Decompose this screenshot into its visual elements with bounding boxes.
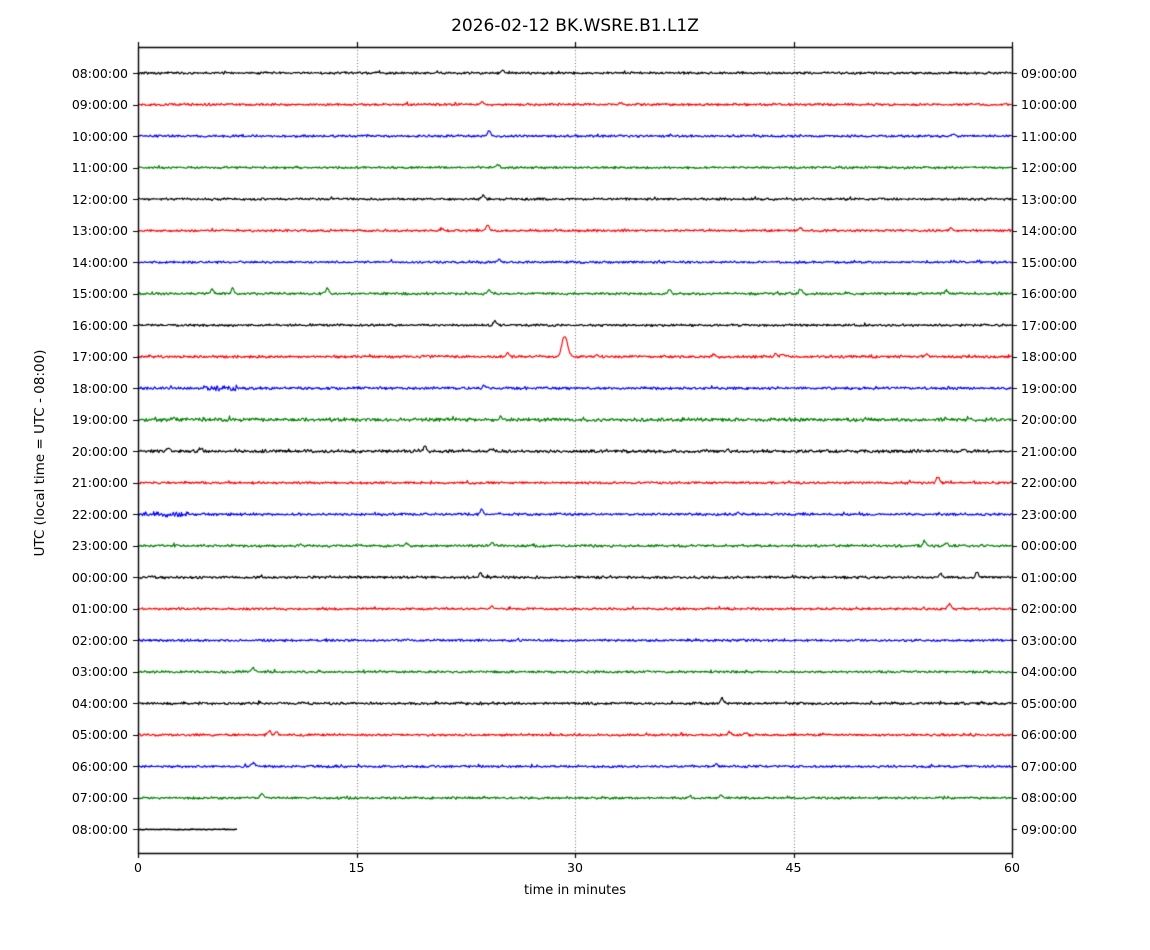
left-tick-label: 09:00:00: [71, 97, 128, 113]
left-tick-label: 02:00:00: [71, 632, 128, 648]
right-tick-label: 00:00:00: [1021, 538, 1078, 554]
x-axis-label: time in minutes: [523, 883, 627, 898]
left-tick-label: 17:00:00: [71, 349, 128, 365]
left-tick-label: 20:00:00: [71, 443, 128, 459]
right-tick-label: 16:00:00: [1021, 286, 1078, 302]
right-tick-label: 15:00:00: [1021, 254, 1078, 270]
left-tick-label: 08:00:00: [71, 65, 128, 81]
right-tick-label: 19:00:00: [1021, 380, 1078, 396]
x-tick-label: 30: [567, 860, 583, 875]
right-tick-label: 11:00:00: [1021, 128, 1078, 144]
right-tick-label: 09:00:00: [1021, 821, 1078, 837]
right-tick-label: 05:00:00: [1021, 695, 1078, 711]
left-tick-label: 03:00:00: [71, 664, 128, 680]
right-tick-label: 04:00:00: [1021, 664, 1078, 680]
right-tick-label: 03:00:00: [1021, 632, 1078, 648]
x-tick-label: 60: [1004, 860, 1020, 875]
left-tick-label: 22:00:00: [71, 506, 128, 522]
left-tick-label: 16:00:00: [71, 317, 128, 333]
left-tick-label: 15:00:00: [71, 286, 128, 302]
left-tick-label: 06:00:00: [71, 758, 128, 774]
right-tick-label: 13:00:00: [1021, 191, 1078, 207]
right-tick-label: 17:00:00: [1021, 317, 1078, 333]
right-tick-label: 12:00:00: [1021, 160, 1078, 176]
x-tick-label: 45: [785, 860, 802, 875]
left-tick-label: 12:00:00: [71, 191, 128, 207]
right-tick-label: 08:00:00: [1021, 790, 1078, 806]
left-tick-label: 23:00:00: [71, 538, 128, 554]
left-tick-label: 08:00:00: [71, 821, 128, 837]
right-tick-label: 09:00:00: [1021, 65, 1078, 81]
left-tick-label: 05:00:00: [71, 727, 128, 743]
x-tick-label: 0: [134, 860, 142, 875]
left-tick-label: 18:00:00: [71, 380, 128, 396]
left-tick-label: 21:00:00: [71, 475, 128, 491]
left-tick-label: 13:00:00: [71, 223, 128, 239]
right-tick-label: 14:00:00: [1021, 223, 1078, 239]
right-tick-label: 07:00:00: [1021, 758, 1078, 774]
plot-title: 2026-02-12 BK.WSRE.B1.L1Z: [451, 16, 699, 36]
right-tick-label: 10:00:00: [1021, 97, 1078, 113]
left-tick-label: 00:00:00: [71, 569, 128, 585]
right-tick-label: 20:00:00: [1021, 412, 1078, 428]
right-tick-label: 23:00:00: [1021, 506, 1078, 522]
right-tick-label: 01:00:00: [1021, 569, 1078, 585]
left-tick-label: 10:00:00: [71, 128, 128, 144]
left-tick-label: 01:00:00: [71, 601, 128, 617]
left-tick-label: 14:00:00: [71, 254, 128, 270]
right-tick-label: 06:00:00: [1021, 727, 1078, 743]
right-tick-label: 22:00:00: [1021, 475, 1078, 491]
left-tick-label: 04:00:00: [71, 695, 128, 711]
right-tick-label: 18:00:00: [1021, 349, 1078, 365]
left-tick-label: 19:00:00: [71, 412, 128, 428]
right-tick-label: 02:00:00: [1021, 601, 1078, 617]
right-tick-label: 21:00:00: [1021, 443, 1078, 459]
left-tick-label: 07:00:00: [71, 790, 128, 806]
x-tick-label: 15: [348, 860, 365, 875]
left-tick-label: 11:00:00: [71, 160, 128, 176]
